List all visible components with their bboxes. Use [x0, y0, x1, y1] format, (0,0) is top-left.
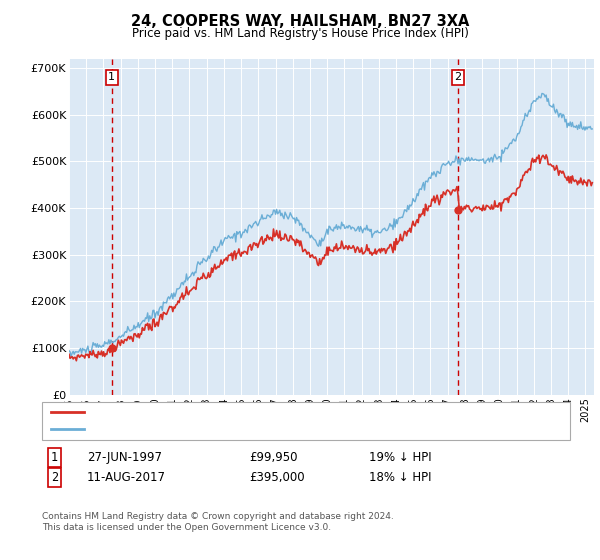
Text: Price paid vs. HM Land Registry's House Price Index (HPI): Price paid vs. HM Land Registry's House … — [131, 27, 469, 40]
Text: 24, COOPERS WAY, HAILSHAM, BN27 3XA (detached house): 24, COOPERS WAY, HAILSHAM, BN27 3XA (det… — [89, 407, 399, 417]
Text: £395,000: £395,000 — [249, 470, 305, 484]
Text: 18% ↓ HPI: 18% ↓ HPI — [369, 470, 431, 484]
Text: 27-JUN-1997: 27-JUN-1997 — [87, 451, 162, 464]
Text: 19% ↓ HPI: 19% ↓ HPI — [369, 451, 431, 464]
Text: 2: 2 — [51, 470, 58, 484]
Text: 1: 1 — [51, 451, 58, 464]
Text: 11-AUG-2017: 11-AUG-2017 — [87, 470, 166, 484]
Text: 24, COOPERS WAY, HAILSHAM, BN27 3XA: 24, COOPERS WAY, HAILSHAM, BN27 3XA — [131, 14, 469, 29]
Text: HPI: Average price, detached house, Wealden: HPI: Average price, detached house, Weal… — [89, 424, 326, 435]
Text: 1: 1 — [108, 72, 115, 82]
Text: Contains HM Land Registry data © Crown copyright and database right 2024.
This d: Contains HM Land Registry data © Crown c… — [42, 512, 394, 532]
Text: £99,950: £99,950 — [249, 451, 298, 464]
Text: 2: 2 — [455, 72, 462, 82]
